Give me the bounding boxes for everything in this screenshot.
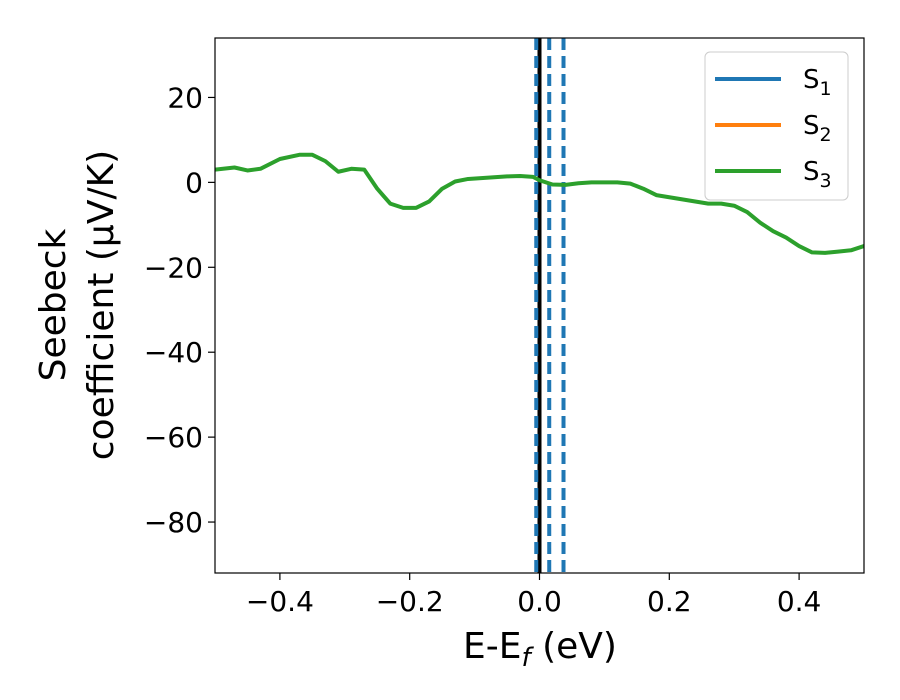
x-tick-label: 0.4 [777,585,822,618]
x-axis-label: E-Ef (eV) [463,626,617,673]
x-tick-label: −0.4 [246,585,314,618]
series-line-s3 [215,152,864,255]
y-axis-label-line1: Seebeck [33,228,74,381]
x-tick-label: −0.2 [376,585,444,618]
y-tick-label: 20 [167,81,203,114]
x-axis: −0.4 −0.2 0.0 0.2 0.4 [246,573,821,618]
legend: S1 S2 S3 [704,51,849,201]
y-tick-label: −60 [144,421,203,454]
y-axis-label-line2: coefficient (μV/K) [81,150,122,460]
y-tick-label: −80 [144,506,203,539]
legend-label: S3 [803,157,832,192]
y-tick-label: −40 [144,336,203,369]
legend-label: S1 [803,65,832,100]
y-tick-label: 0 [185,166,203,199]
x-tick-label: 0.0 [517,585,562,618]
y-axis-label: Seebeck coefficient (μV/K) [33,150,122,460]
x-tick-label: 0.2 [647,585,692,618]
y-axis: 20 0 −20 −40 −60 −80 [144,81,215,539]
y-tick-label: −20 [144,251,203,284]
legend-label: S2 [803,111,832,146]
plot-lines [215,38,864,573]
